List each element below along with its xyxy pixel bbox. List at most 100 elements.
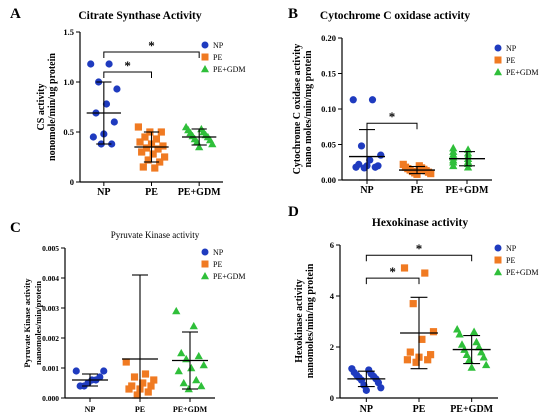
significance-label: * [416,241,423,256]
legend-entry: PE+GDM [213,65,246,74]
data-point [89,133,97,141]
data-point [110,118,118,126]
x-tick-label: NP [97,187,110,198]
data-point [421,269,429,277]
significance-label: * [389,264,396,279]
series-np [72,367,108,390]
data-point [366,156,374,164]
x-tick-label: PE [411,185,424,196]
y-tick-label: 0.001 [42,364,59,373]
data-point [189,321,198,330]
data-point [141,133,149,141]
x-tick-label: NP [360,404,373,415]
legend-entry: NP [506,44,517,53]
data-point [172,306,181,315]
legend-marker [201,260,209,268]
legend-marker [494,244,502,252]
data-point [453,325,462,333]
data-point [133,391,141,399]
legend-entry: NP [213,41,224,50]
x-tick-label: PE [135,405,145,414]
data-point [161,153,169,161]
series-pe [134,123,169,172]
data-point [426,351,435,359]
y-tick-label: 0.004 [42,274,59,283]
data-point [113,85,121,93]
y-tick-label: 0.002 [42,334,59,343]
chart-title: Citrate Synthase Activity [78,10,202,22]
legend-entry: NP [506,244,517,253]
chart-title: Pyruvate Kinase activity [111,230,200,240]
data-point [449,161,458,170]
data-point [403,356,412,364]
legend-entry: PE [213,53,222,62]
data-point [134,123,142,131]
data-point [400,264,409,272]
significance-bracket [365,277,420,285]
significance-bracket [365,254,473,262]
y-tick-label: 0.000 [42,394,59,403]
panel-label: A [10,6,21,22]
significance-bracket [103,71,152,78]
x-tick-label: PE+GDM [446,185,489,196]
legend-marker [200,64,210,73]
data-point [154,145,162,153]
data-point [141,370,150,378]
data-point [377,384,385,392]
y-tick-label: 6 [330,240,334,250]
data-point [76,382,84,390]
data-point [174,366,183,375]
data-point [474,342,484,351]
data-point [457,340,467,348]
data-point [467,363,476,371]
chart-panel-a: A Citrate Synthase Activity CS activitynon… [10,6,246,198]
y-axis-label: Pyruvate Kinase activitynanomoles/min/pr… [22,278,43,368]
series-pe [399,160,435,178]
x-tick-label: NP [85,405,96,414]
legend-marker [493,267,503,276]
y-axis-label-line: Pyruvate Kinase activity [22,278,32,368]
significance-bracket [366,122,418,130]
x-tick-label: PE+GDM [178,187,221,198]
data-point [479,353,488,361]
data-point [349,96,357,104]
x-tick-label: NP [360,185,373,196]
y-tick-label: 0.15 [321,69,336,79]
y-tick-label: 4 [330,291,335,301]
y-tick-label: 0.20 [321,33,336,43]
y-tick-label: 0.005 [42,244,59,253]
data-point [177,348,186,357]
data-point [100,367,108,375]
y-axis-label-line: Cytochrome C oxidase activity [292,44,303,175]
data-point [455,330,464,338]
x-tick-label: PE+GDM [173,405,208,414]
y-tick-label: 0.05 [321,140,336,150]
data-point [72,367,80,375]
significance-label: * [389,109,396,124]
y-axis-label-line: nanomoles/min/mg protein [305,263,316,378]
y-axis-label-line: Hexokinase activity [294,279,305,363]
y-axis-label-line: nanomoles/min/protein [33,281,43,365]
data-point [371,163,379,171]
series-pe-gdm [181,122,217,151]
data-point [138,148,146,156]
data-point [352,163,360,171]
y-axis-label-line: CS activity [36,84,47,131]
data-point [477,347,486,356]
data-point [152,135,161,143]
data-point [139,379,147,387]
data-point [144,156,152,164]
data-point [362,386,370,394]
y-axis-label-line: nano moles/min/mg protein [303,50,314,167]
legend-marker [200,271,210,280]
data-point [199,360,208,369]
data-point [156,158,164,166]
series-pe-gdm [452,325,491,371]
data-point [357,142,366,150]
legend-entry: PE+GDM [213,272,246,281]
y-axis-label: CS activitynonomole/min/ug protein [36,53,58,161]
data-point [413,170,421,178]
data-point [463,163,473,171]
data-point [195,142,204,151]
